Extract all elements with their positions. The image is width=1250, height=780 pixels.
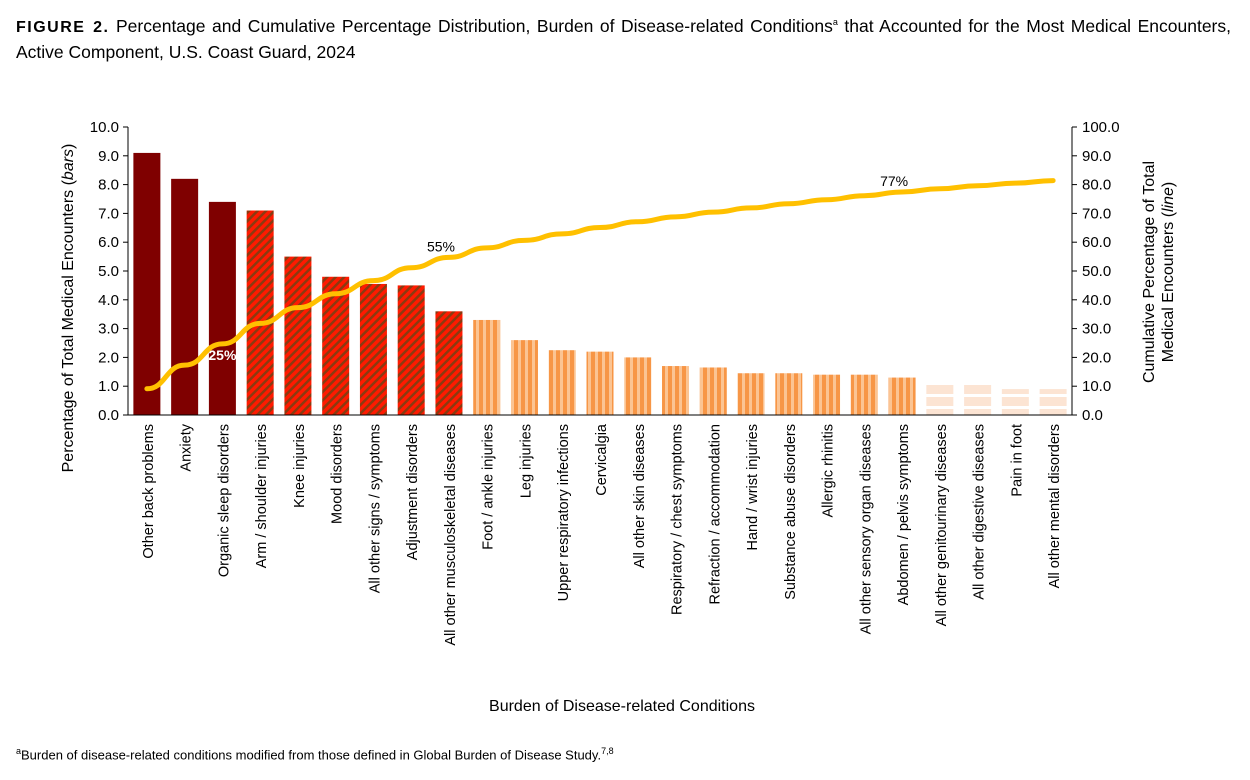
cumulative-annotation: 55%: [427, 238, 455, 254]
y2-tick-label: 70.0: [1082, 205, 1111, 222]
x-tick-label: All other signs / symptoms: [367, 424, 383, 593]
bar: [624, 357, 652, 415]
footnote-marker: a: [16, 746, 22, 756]
x-tick-label: All other skin diseases: [632, 424, 648, 568]
footnote-refs: 7,8: [601, 746, 614, 756]
x-tick-label: Anxiety: [179, 423, 195, 471]
x-tick-label: Adjustment disorders: [405, 424, 421, 560]
bar: [775, 373, 803, 415]
y-tick-label: 3.0: [98, 321, 119, 338]
x-tick-label: Substance abuse disorders: [783, 424, 799, 600]
y-tick-label: 6.0: [98, 234, 119, 251]
x-tick-label: All other sensory organ diseases: [858, 424, 874, 634]
footnote: aBurden of disease-related conditions mo…: [16, 746, 614, 762]
bar: [473, 319, 501, 415]
y-axis-label: Percentage of Total Medical Encounters (…: [60, 144, 77, 473]
y-tick-label: 0.0: [98, 407, 119, 424]
title-rest: that Accounted for the Most Medical Enco…: [16, 15, 1232, 62]
bar: [284, 256, 312, 415]
x-tick-label: Mood disorders: [330, 424, 346, 524]
bar: [813, 374, 841, 415]
title-text: Percentage and Cumulative Percentage Dis…: [116, 15, 833, 36]
cumulative-annotation: 77%: [880, 173, 908, 189]
bar: [510, 340, 538, 415]
bar: [397, 285, 425, 415]
y-tick-label: 4.0: [98, 292, 119, 309]
bar: [926, 383, 954, 415]
x-tick-label: All other genitourinary diseases: [934, 424, 950, 626]
y2-tick-label: 60.0: [1082, 234, 1111, 251]
bar: [850, 374, 878, 415]
x-tick-label: Pain in foot: [1009, 424, 1025, 497]
title-sup: a: [832, 17, 838, 27]
y-tick-label: 10.0: [90, 119, 119, 136]
x-tick-label: Knee injuries: [292, 424, 308, 508]
bar: [888, 377, 916, 415]
bar: [246, 210, 274, 415]
x-tick-label: Other back problems: [141, 424, 157, 559]
x-tick-label: All other musculoskeletal diseases: [443, 424, 459, 646]
bar: [435, 311, 463, 415]
figure-title: FIGURE 2. Percentage and Cumulative Perc…: [16, 10, 1231, 64]
y-tick-label: 2.0: [98, 349, 119, 366]
x-tick-label: Hand / wrist injuries: [745, 424, 761, 551]
cumulative-annotation: 25%: [208, 347, 237, 363]
y-tick-label: 8.0: [98, 177, 119, 194]
y2-tick-label: 80.0: [1082, 177, 1111, 194]
cumulative-line: [144, 178, 1056, 392]
y2-axis-label-line1: Cumulative Percentage of Total: [1141, 161, 1158, 383]
x-tick-label: Upper respiratory infections: [556, 424, 572, 601]
x-tick-label: Cervicalgia: [594, 423, 610, 496]
bar: [208, 201, 236, 415]
x-tick-label: Leg injuries: [518, 424, 534, 498]
bar: [737, 373, 765, 415]
bar: [133, 152, 161, 416]
y2-tick-label: 50.0: [1082, 263, 1111, 280]
y-tick-label: 5.0: [98, 263, 119, 280]
y2-tick-label: 40.0: [1082, 292, 1111, 309]
bar: [1039, 389, 1067, 415]
x-tick-label: Organic sleep disorders: [216, 424, 232, 577]
x-tick-label: All other mental disorders: [1047, 424, 1063, 588]
bar: [662, 366, 690, 415]
y2-axis-label-line2: Medical Encounters (line): [1160, 182, 1177, 363]
x-tick-label: Allergic rhinitis: [821, 424, 837, 517]
bar: [322, 276, 350, 415]
x-tick-label: Respiratory / chest symptoms: [670, 424, 686, 615]
bar: [1001, 389, 1029, 415]
y2-tick-label: 0.0: [1082, 407, 1103, 424]
figure-label: FIGURE 2.: [16, 18, 110, 36]
bar: [964, 384, 992, 415]
y2-tick-label: 20.0: [1082, 349, 1111, 366]
bar: [359, 283, 387, 415]
x-tick-label: Arm / shoulder injuries: [254, 424, 270, 568]
x-tick-label: All other digestive diseases: [972, 424, 988, 600]
x-axis-label: Burden of Disease-related Conditions: [489, 698, 755, 715]
bar: [548, 350, 576, 415]
x-tick-label: Abdomen / pelvis symptoms: [896, 424, 912, 605]
bar: [586, 351, 614, 415]
y-tick-label: 1.0: [98, 378, 119, 395]
y-tick-label: 9.0: [98, 148, 119, 165]
bar: [171, 178, 199, 415]
y2-tick-label: 30.0: [1082, 321, 1111, 338]
y2-tick-label: 90.0: [1082, 148, 1111, 165]
footnote-text: Burden of disease-related conditions mod…: [21, 747, 602, 763]
bar: [699, 367, 727, 415]
x-tick-label: Foot / ankle injuries: [481, 424, 497, 550]
y-tick-label: 7.0: [98, 205, 119, 222]
x-tick-label: Refraction / accommodation: [707, 424, 723, 605]
y2-tick-label: 100.0: [1082, 119, 1120, 136]
y2-tick-label: 10.0: [1082, 378, 1111, 395]
